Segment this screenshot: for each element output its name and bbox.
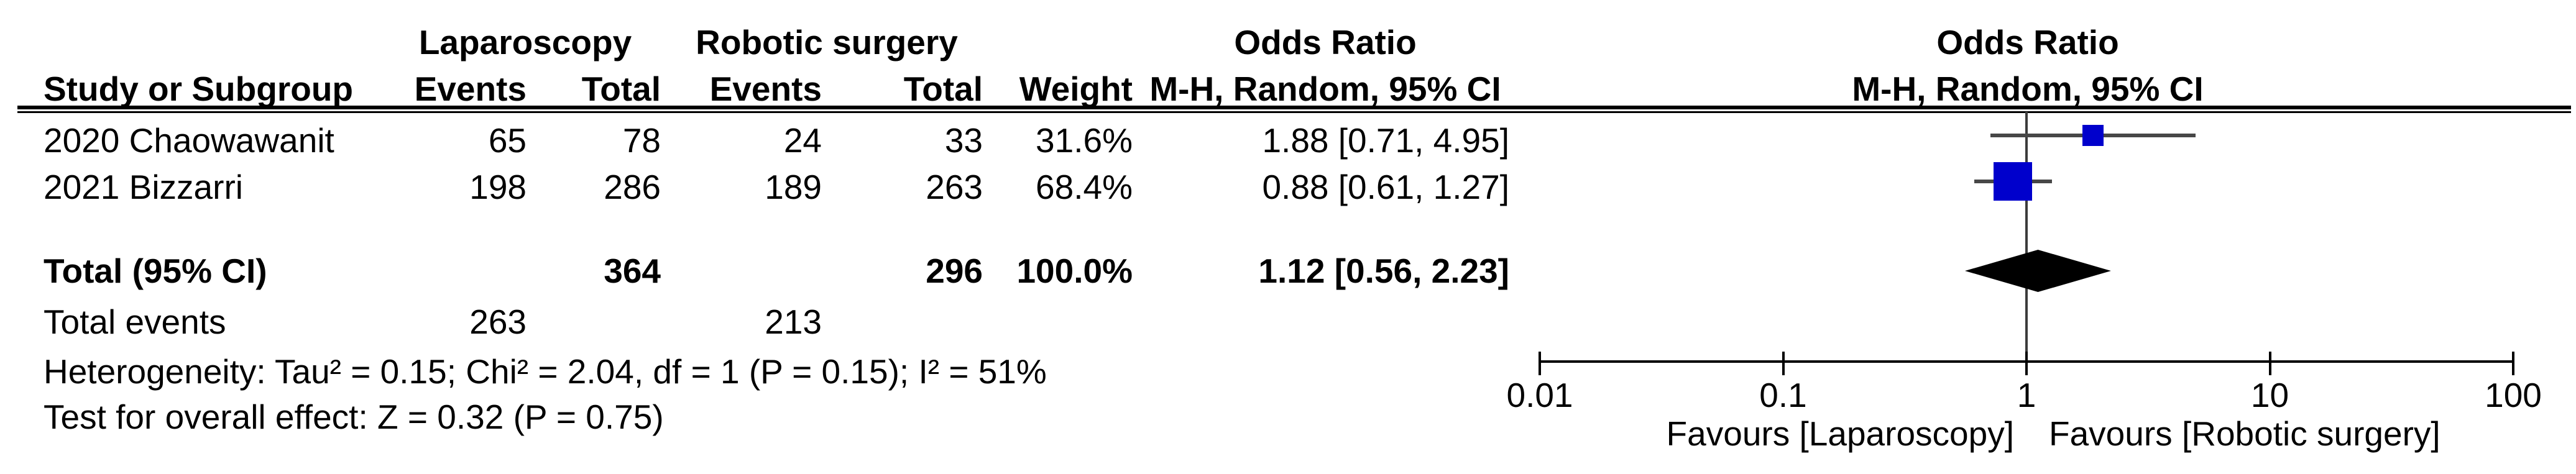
axis-tick bbox=[2268, 352, 2271, 375]
header-rule-thick bbox=[17, 106, 2571, 109]
header-rule-thin bbox=[17, 111, 2571, 113]
axis-tick bbox=[2512, 352, 2514, 375]
total-laparoscopy-sum: 364 bbox=[604, 252, 661, 290]
events-robotic: 189 bbox=[765, 168, 822, 206]
axis-tick-label: 10 bbox=[2250, 376, 2289, 414]
study-point-estimate-marker bbox=[1994, 162, 2033, 201]
col-header-total-laparoscopy: Total bbox=[581, 70, 661, 108]
total-laparoscopy: 78 bbox=[622, 121, 661, 160]
axis-tick bbox=[1539, 352, 1541, 375]
col-header-total-robotic: Total bbox=[903, 70, 983, 108]
col-header-weight: Weight bbox=[1019, 70, 1133, 108]
overall-effect-test: Test for overall effect: Z = 0.32 (P = 0… bbox=[44, 398, 664, 436]
study-name: 2021 Bizzarri bbox=[44, 168, 243, 206]
total-weight: 100.0% bbox=[1016, 252, 1133, 290]
axis-tick-label: 100 bbox=[2485, 376, 2542, 414]
weight-value: 68.4% bbox=[1036, 168, 1133, 206]
weight-value: 31.6% bbox=[1036, 121, 1133, 160]
col-header-study: Study or Subgroup bbox=[44, 70, 354, 108]
total-events-robotic: 213 bbox=[765, 303, 822, 341]
favours-left-label: Favours [Laparoscopy] bbox=[1666, 414, 2014, 453]
total-row-label: Total (95% CI) bbox=[44, 252, 267, 290]
axis-tick-label: 1 bbox=[2017, 376, 2036, 414]
heterogeneity-statistics: Heterogeneity: Tau² = 0.15; Chi² = 2.04,… bbox=[44, 352, 1047, 391]
or-ci-value: 1.88 [0.71, 4.95] bbox=[1262, 121, 1509, 160]
total-robotic: 263 bbox=[926, 168, 983, 206]
axis-tick-label: 0.1 bbox=[1759, 376, 1807, 414]
axis-tick bbox=[1782, 352, 1785, 375]
col-header-events-laparoscopy: Events bbox=[414, 70, 527, 108]
axis-tick bbox=[2025, 352, 2028, 375]
null-effect-line bbox=[2025, 112, 2028, 362]
total-robotic: 33 bbox=[944, 121, 983, 160]
summary-diamond bbox=[1965, 250, 2112, 292]
total-events-label: Total events bbox=[44, 303, 226, 341]
events-laparoscopy: 65 bbox=[488, 121, 527, 160]
total-robotic-sum: 296 bbox=[926, 252, 983, 290]
favours-right-label: Favours [Robotic surgery] bbox=[2049, 414, 2440, 453]
col-header-events-robotic: Events bbox=[709, 70, 822, 108]
col-header-mh-ci-plot: M-H, Random, 95% CI bbox=[1852, 70, 2204, 108]
events-laparoscopy: 198 bbox=[469, 168, 527, 206]
or-ci-value: 0.88 [0.61, 1.27] bbox=[1262, 168, 1509, 206]
study-name: 2020 Chaowawanit bbox=[44, 121, 334, 160]
group-header-laparoscopy: Laparoscopy bbox=[418, 23, 632, 62]
study-point-estimate-marker bbox=[2082, 125, 2104, 146]
events-robotic: 24 bbox=[783, 121, 822, 160]
total-or-ci: 1.12 [0.56, 2.23] bbox=[1258, 252, 1509, 290]
group-header-robotic: Robotic surgery bbox=[696, 23, 958, 62]
col-header-mh-ci-text: M-H, Random, 95% CI bbox=[1149, 70, 1501, 108]
total-events-laparoscopy: 263 bbox=[469, 303, 527, 341]
odds-ratio-plot-header: Odds Ratio bbox=[1936, 23, 2119, 62]
axis-tick-label: 0.01 bbox=[1506, 376, 1573, 414]
total-laparoscopy: 286 bbox=[604, 168, 661, 206]
odds-ratio-column-header: Odds Ratio bbox=[1234, 23, 1417, 62]
